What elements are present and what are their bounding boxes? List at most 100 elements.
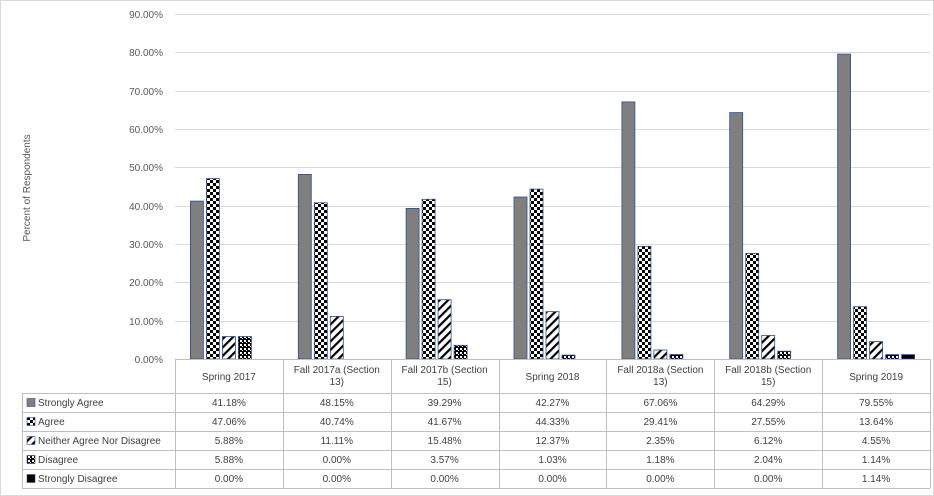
y-tick-label: 90.00%	[129, 10, 163, 21]
legend-label: Agree	[38, 417, 65, 428]
table-cell-value: 42.27%	[536, 398, 570, 409]
bar	[761, 335, 776, 360]
table-cell-value: 11.11%	[321, 436, 354, 447]
table-cell-value: 1.18%	[646, 455, 674, 466]
table-cell-value: 6.12%	[754, 436, 782, 447]
bar	[901, 354, 915, 360]
y-tick-label: 30.00%	[129, 240, 163, 251]
legend-label: Strongly Agree	[38, 398, 104, 409]
category-label: Fall 2018a (Section 13)	[617, 365, 703, 388]
bar	[853, 306, 867, 360]
bar	[513, 196, 528, 360]
table-cell-value: 5.88%	[215, 455, 243, 466]
category-label: Spring 2017	[202, 372, 256, 383]
table-cell-value: 1.03%	[538, 455, 566, 466]
bars	[189, 53, 915, 360]
table-cell-value: 0.00%	[323, 474, 351, 485]
table-cell-value: 5.88%	[215, 436, 243, 447]
bar	[437, 299, 452, 360]
table-cell-value: 1.14%	[862, 474, 890, 485]
table-cell-value: 29.41%	[643, 417, 677, 428]
category-label: Fall 2017a (Section 13)	[294, 365, 380, 388]
table-cell-value: 47.06%	[212, 417, 246, 428]
bar	[669, 354, 684, 360]
bar	[453, 344, 468, 360]
table-cell-value: 79.55%	[859, 398, 893, 409]
y-tick-label: 0.00%	[135, 355, 163, 366]
y-tick-label: 60.00%	[129, 125, 163, 136]
table-cell-value: 41.18%	[212, 398, 246, 409]
bar	[297, 173, 312, 360]
table-cell-value: 64.29%	[751, 398, 785, 409]
table-cell-value: 0.00%	[215, 474, 243, 485]
gridlines	[175, 14, 930, 322]
bar	[885, 354, 899, 360]
table-cell-value: 12.37%	[536, 436, 570, 447]
bar	[837, 53, 851, 360]
table-cell-value: 44.33%	[536, 417, 570, 428]
y-tick-label: 50.00%	[129, 163, 163, 174]
legend-label: Strongly Disagree	[38, 474, 118, 485]
table-cell-value: 27.55%	[751, 417, 785, 428]
series-neither-agree-nor-disagree	[221, 299, 883, 360]
bar	[745, 252, 760, 360]
category-label: Fall 2017b (Section 15)	[402, 365, 488, 388]
bar	[561, 354, 576, 360]
bar	[421, 198, 436, 360]
y-axis-ticks: 0.00% 10.00% 20.00% 30.00% 40.00% 50.00% 60.00…	[129, 10, 163, 366]
y-tick-label: 70.00%	[129, 87, 163, 98]
bar	[189, 200, 204, 360]
y-tick-label: 80.00%	[129, 48, 163, 59]
table-cell-value: 48.15%	[320, 398, 354, 409]
legend-key	[26, 417, 36, 426]
bar	[329, 315, 344, 360]
table-cell-value: 40.74%	[320, 417, 354, 428]
bar	[545, 311, 560, 360]
bar	[205, 178, 220, 360]
bar	[529, 188, 544, 360]
table-cell-value: 2.04%	[754, 455, 782, 466]
legend-key	[26, 455, 36, 464]
y-tick-label: 40.00%	[129, 202, 163, 213]
series-strongly-agree	[189, 53, 851, 360]
bar	[621, 101, 636, 360]
category-label: Spring 2019	[849, 372, 903, 383]
bar	[777, 350, 792, 360]
bar	[729, 112, 744, 360]
bar	[637, 245, 652, 360]
legend-label: Neither Agree Nor Disagree	[38, 436, 161, 447]
table-cell-value: 0.00%	[646, 474, 674, 485]
y-tick-label: 20.00%	[129, 278, 163, 289]
table-cell-value: 4.55%	[862, 436, 890, 447]
series-disagree	[237, 336, 899, 360]
legend-label: Disagree	[38, 455, 78, 466]
bar	[869, 341, 883, 360]
bar	[405, 207, 420, 360]
table-cell-value: 0.00%	[538, 474, 566, 485]
bar	[237, 336, 252, 360]
table-cell-value: 0.00%	[323, 455, 351, 466]
category-label: Fall 2018b (Section 15)	[725, 365, 811, 388]
table-cell-value: 41.67%	[428, 417, 462, 428]
table-cell-value: 67.06%	[643, 398, 677, 409]
table-cell-value: 0.00%	[430, 474, 458, 485]
table-cell-value: 2.35%	[646, 436, 674, 447]
legend-key	[26, 474, 36, 483]
series-strongly-disagree	[901, 354, 915, 360]
legend-key	[26, 398, 36, 407]
legend-key	[26, 436, 36, 445]
y-tick-label: 10.00%	[129, 317, 163, 328]
y-axis-title: Percent of Respondents	[22, 134, 33, 241]
table-cell-value: 0.00%	[754, 474, 782, 485]
table-cell-value: 1.14%	[862, 455, 890, 466]
table-cell-value: 15.48%	[428, 436, 462, 447]
table-cell-value: 13.64%	[859, 417, 893, 428]
series-agree	[205, 178, 867, 360]
bar	[653, 349, 668, 360]
table-cell-value: 39.29%	[428, 398, 462, 409]
bar	[313, 202, 328, 360]
category-label: Spring 2018	[526, 372, 580, 383]
table-cell-value: 3.57%	[430, 455, 458, 466]
